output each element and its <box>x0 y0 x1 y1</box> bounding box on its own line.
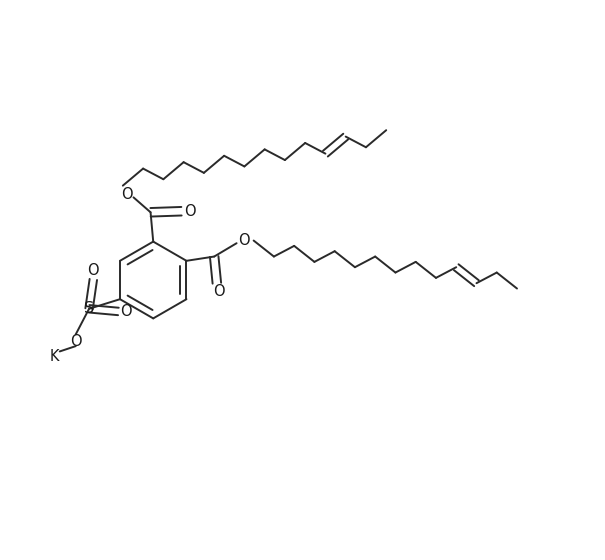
Text: O: O <box>120 304 132 319</box>
Text: K: K <box>50 349 59 364</box>
Text: O: O <box>121 186 133 202</box>
Text: O: O <box>88 263 99 278</box>
Text: O: O <box>70 334 82 349</box>
Text: O: O <box>184 204 196 219</box>
Text: S: S <box>84 301 94 316</box>
Text: O: O <box>213 284 225 299</box>
Text: O: O <box>238 233 249 248</box>
